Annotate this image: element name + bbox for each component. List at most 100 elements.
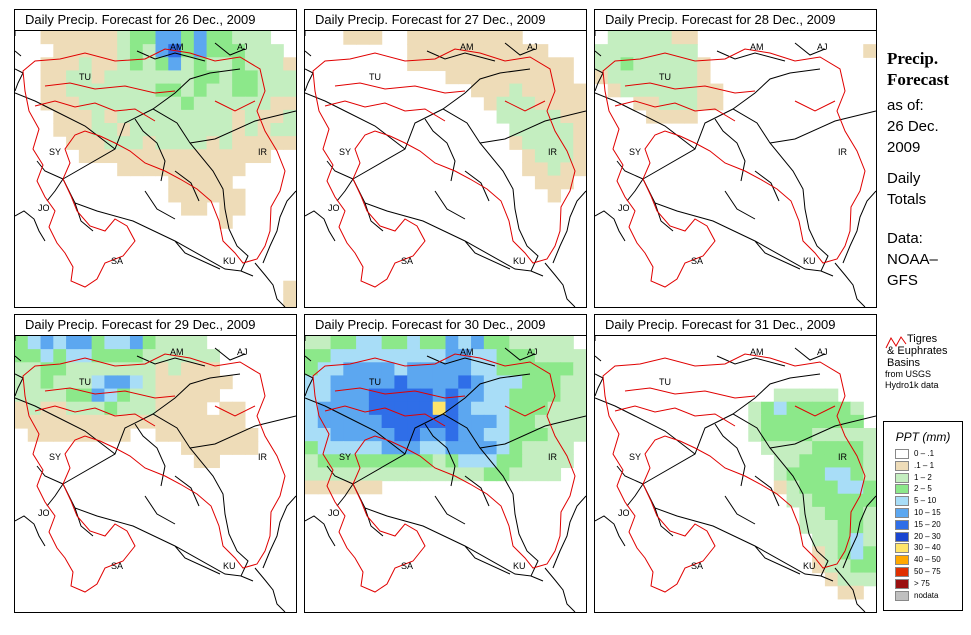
precip-cell (850, 559, 864, 574)
precip-cell (142, 401, 157, 416)
precip-cell (78, 388, 93, 403)
country-label: KU (513, 256, 526, 266)
precip-cell (317, 349, 332, 363)
country-label: JO (328, 508, 340, 518)
precip-cell (317, 467, 332, 482)
precip-cell (330, 454, 344, 469)
main-title: Precip. Forecast (887, 48, 949, 90)
precip-cell (305, 441, 319, 455)
precip-cell (471, 388, 485, 403)
precip-cell (129, 362, 144, 377)
precip-cell (407, 414, 421, 429)
precip-cell (155, 57, 169, 72)
country-label: IR (258, 147, 267, 157)
forecast-panel: Daily Precip. Forecast for 31 Dec., 2009… (594, 314, 877, 613)
precip-cell (812, 559, 826, 574)
forecast-panel: Daily Precip. Forecast for 29 Dec., 2009… (14, 314, 297, 613)
country-label: TU (369, 72, 381, 82)
precip-cell (595, 44, 609, 58)
precip-cell (458, 31, 472, 45)
precip-cell (129, 162, 144, 177)
ppt-legend-swatch (895, 484, 909, 495)
precip-cell (773, 428, 788, 442)
precip-cell (193, 375, 208, 390)
precip-cell (66, 83, 80, 98)
precip-cell (850, 401, 864, 416)
precip-cell (522, 336, 536, 350)
precip-cell (78, 123, 93, 137)
precip-cell (206, 188, 220, 203)
precip-cell (684, 96, 698, 111)
precip-cell (837, 454, 852, 469)
precip-cell (91, 414, 106, 429)
precip-cell (547, 336, 562, 350)
precip-cell (381, 454, 396, 469)
country-label: SA (401, 256, 414, 266)
precip-cell (91, 57, 106, 72)
precip-cell (850, 546, 864, 561)
precip-cell (483, 441, 498, 455)
precip-cell (244, 428, 259, 442)
basin-name-line1: Tigres (907, 333, 938, 345)
precip-cell (394, 375, 408, 390)
precip-cell (407, 336, 421, 350)
ppt-legend-swatch (895, 507, 909, 518)
precip-cell (257, 149, 272, 164)
precip-cell (471, 83, 485, 98)
precip-cell (104, 428, 118, 442)
precip-cell (142, 136, 157, 150)
precip-cell (509, 375, 523, 390)
precip-cell (684, 44, 698, 58)
precip-cell (863, 533, 876, 547)
precip-cell (91, 388, 106, 403)
precip-cell (496, 31, 510, 45)
precip-cell (496, 414, 510, 429)
coastline (15, 31, 296, 307)
precip-cell (206, 349, 220, 363)
precip-cell (155, 414, 169, 429)
precip-cell (40, 428, 54, 442)
precip-cell (471, 441, 485, 455)
precip-cell (305, 480, 319, 495)
precip-cell (419, 441, 434, 455)
precip-cell (837, 480, 852, 495)
precip-cell (66, 96, 80, 111)
precip-cell (560, 57, 574, 72)
precip-cell (270, 44, 284, 58)
precip-cell (53, 349, 67, 363)
precip-cell (837, 520, 852, 534)
precip-cell (219, 401, 233, 416)
country-label: SA (111, 561, 124, 571)
precip-cell (812, 493, 826, 508)
precip-cell (824, 428, 839, 442)
precip-cell (646, 31, 660, 45)
precip-cell (181, 57, 195, 72)
precip-cell (244, 123, 259, 137)
data-line1: Data: (887, 230, 923, 247)
precip-cell (305, 467, 319, 482)
precip-cell (368, 441, 383, 455)
precip-cell (534, 44, 549, 58)
precip-cell (15, 362, 29, 377)
precip-cell (547, 188, 562, 203)
precip-cell (812, 401, 826, 416)
precip-cell (78, 44, 93, 58)
precip-cell (117, 362, 131, 377)
country-label: KU (803, 561, 816, 571)
precip-cell (181, 414, 195, 429)
basin-outline (312, 48, 576, 288)
ppt-legend-label: 1 – 2 (914, 472, 932, 482)
precip-cell (381, 441, 396, 455)
precip-cell (78, 375, 93, 390)
data-line3: GFS (887, 272, 918, 289)
precip-cell (496, 428, 510, 442)
precip-cell (142, 96, 157, 111)
country-borders (15, 347, 296, 582)
precip-cell (368, 428, 383, 442)
precip-cell (471, 414, 485, 429)
precip-cell (432, 31, 447, 45)
precip-cell (244, 149, 259, 164)
precip-cell (283, 293, 296, 307)
precip-cell (91, 96, 106, 111)
precip-cell (509, 467, 523, 482)
